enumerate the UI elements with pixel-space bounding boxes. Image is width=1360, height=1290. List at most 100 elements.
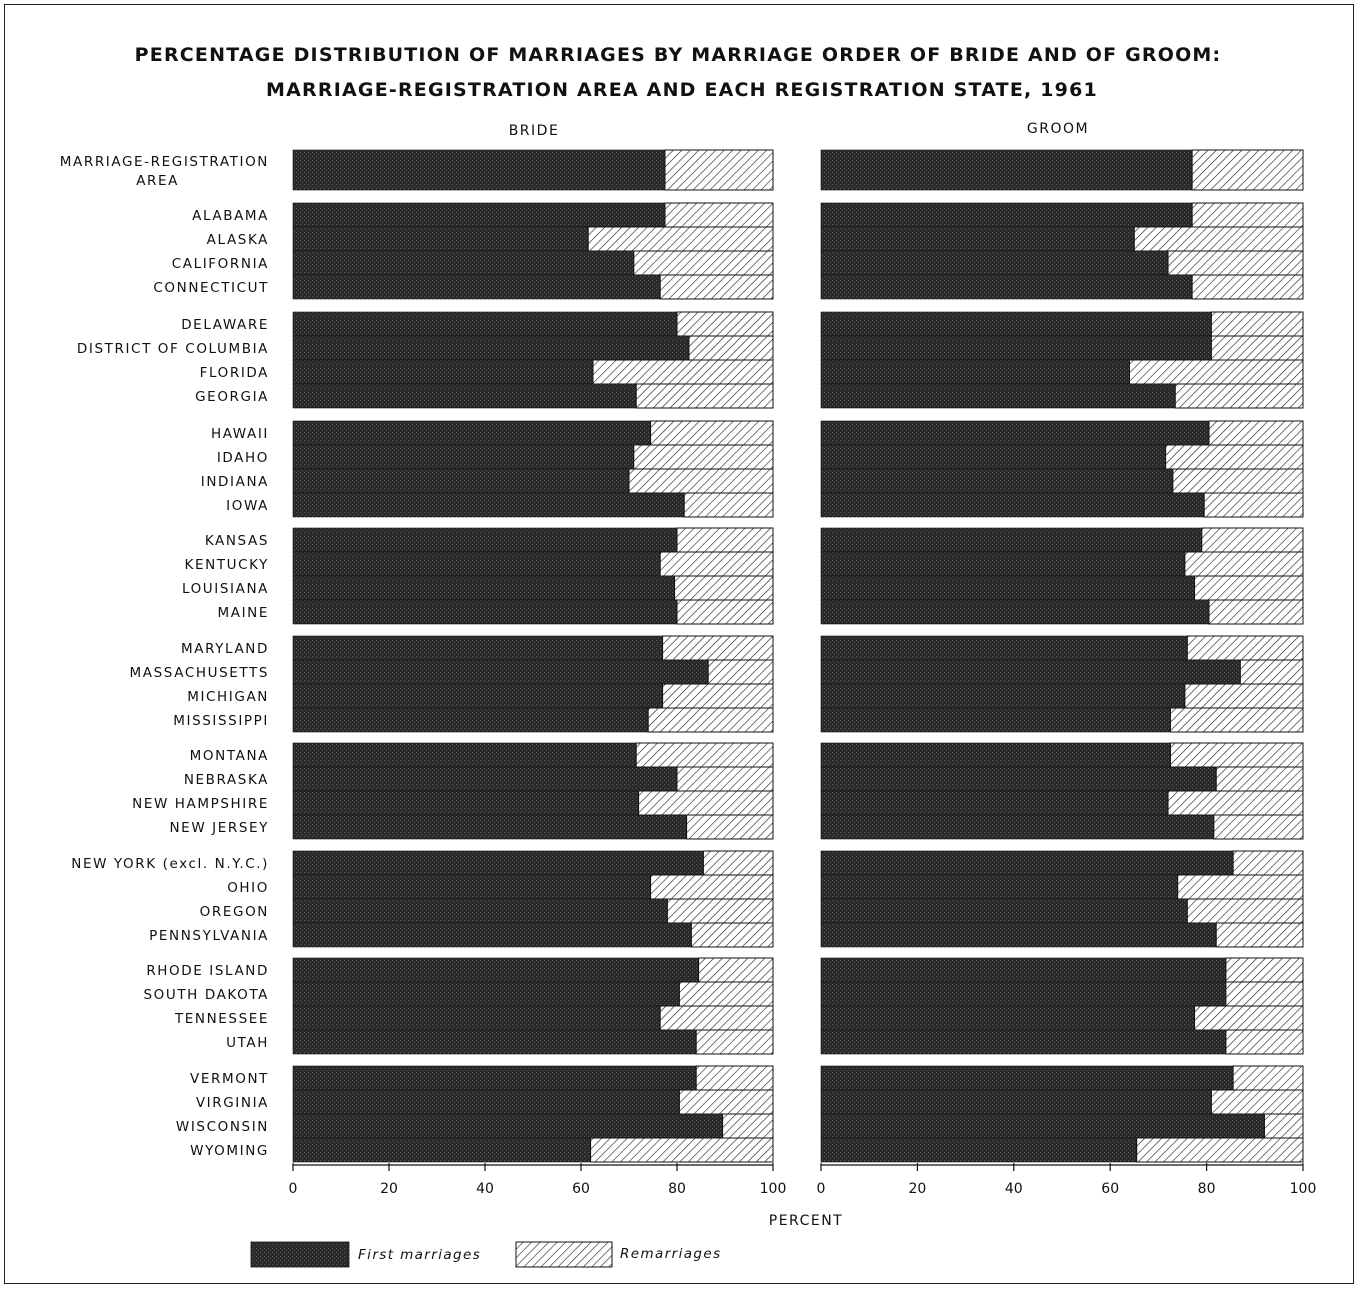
bar-first-marriages-bride <box>292 575 675 601</box>
bar-first-marriages-groom <box>820 311 1212 337</box>
bar-remarriages-groom <box>1172 468 1304 494</box>
category-label: OHIO <box>227 880 269 896</box>
x-tick-label: 60 <box>572 1181 590 1197</box>
x-tick-label: 80 <box>668 1181 686 1197</box>
bar-remarriages-bride <box>664 149 774 191</box>
bar-first-marriages-groom <box>820 1137 1138 1163</box>
bar-remarriages-groom <box>1184 683 1304 709</box>
chart-subtitle: MARRIAGE-REGISTRATION AREA AND EACH REGI… <box>266 79 1098 101</box>
x-tick-label: 60 <box>1101 1181 1119 1197</box>
bar-first-marriages-bride <box>292 957 699 983</box>
category-label: LOUISIANA <box>182 581 269 597</box>
bar-remarriages-bride <box>695 1029 774 1055</box>
bar-remarriages-bride <box>633 250 774 276</box>
bar-first-marriages-bride <box>292 874 651 900</box>
category-label: IOWA <box>226 498 269 514</box>
bar-remarriages-bride <box>590 1137 774 1163</box>
bar-first-marriages-bride <box>292 1137 591 1163</box>
bar-first-marriages-bride <box>292 420 651 446</box>
bar-first-marriages-groom <box>820 1089 1212 1115</box>
bar-first-marriages-groom <box>820 683 1186 709</box>
bar-first-marriages-groom <box>820 226 1135 252</box>
category-label: UTAH <box>226 1035 269 1051</box>
bar-first-marriages-bride <box>292 444 635 470</box>
bar-first-marriages-groom <box>820 527 1203 553</box>
x-tick-label: 0 <box>289 1181 298 1197</box>
bar-remarriages-groom <box>1191 274 1304 300</box>
category-label: WYOMING <box>190 1143 269 1159</box>
bar-first-marriages-bride <box>292 274 661 300</box>
bar-first-marriages-groom <box>820 635 1188 661</box>
bar-first-marriages-bride <box>292 683 663 709</box>
bar-remarriages-groom <box>1210 311 1304 337</box>
bar-first-marriages-bride <box>292 250 635 276</box>
bar-first-marriages-groom <box>820 659 1241 685</box>
bar-first-marriages-bride <box>292 1113 723 1139</box>
bar-first-marriages-bride <box>292 492 685 518</box>
bar-remarriages-groom <box>1213 814 1304 840</box>
bar-remarriages-bride <box>702 850 774 876</box>
category-label: MONTANA <box>190 748 269 764</box>
bar-remarriages-groom <box>1232 850 1304 876</box>
bar-first-marriages-bride <box>292 383 637 409</box>
bar-remarriages-bride <box>635 742 774 768</box>
bar-first-marriages-bride <box>292 898 668 924</box>
bar-remarriages-groom <box>1225 957 1304 983</box>
bar-first-marriages-bride <box>292 1089 680 1115</box>
legend-swatch-first-marriages <box>250 1241 350 1268</box>
bar-remarriages-bride <box>659 551 774 577</box>
bar-remarriages-groom <box>1194 1005 1304 1031</box>
category-label: MAINE <box>218 605 270 621</box>
bar-remarriages-groom <box>1169 707 1304 733</box>
bar-remarriages-bride <box>628 468 774 494</box>
bar-first-marriages-groom <box>820 814 1215 840</box>
bar-first-marriages-groom <box>820 551 1186 577</box>
category-label: MISSISSIPPI <box>173 713 269 729</box>
chart-title: PERCENTAGE DISTRIBUTION OF MARRIAGES BY … <box>135 44 1222 66</box>
bar-first-marriages-groom <box>820 335 1212 361</box>
bar-first-marriages-groom <box>820 981 1227 1007</box>
bar-remarriages-groom <box>1232 1065 1304 1091</box>
bar-first-marriages-groom <box>820 420 1210 446</box>
bar-first-marriages-bride <box>292 202 666 228</box>
category-label: MICHIGAN <box>187 689 269 705</box>
bar-remarriages-bride <box>638 790 774 816</box>
bar-remarriages-bride <box>659 1005 774 1031</box>
category-label: OREGON <box>200 904 269 920</box>
bar-first-marriages-groom <box>820 957 1227 983</box>
bar-remarriages-groom <box>1225 1029 1304 1055</box>
category-label: MARRIAGE-REGISTRATION <box>60 154 269 170</box>
bar-remarriages-bride <box>587 226 774 252</box>
chart-frame <box>4 4 1354 1284</box>
bar-first-marriages-groom <box>820 766 1217 792</box>
bar-remarriages-bride <box>676 311 774 337</box>
bar-remarriages-groom <box>1191 202 1304 228</box>
bar-remarriages-bride <box>647 707 774 733</box>
bar-remarriages-groom <box>1186 898 1304 924</box>
bar-remarriages-bride <box>678 1089 774 1115</box>
bar-remarriages-bride <box>676 599 774 625</box>
bar-first-marriages-bride <box>292 635 663 661</box>
category-label: AREA <box>136 173 179 189</box>
category-label: WISCONSIN <box>176 1119 269 1135</box>
bar-remarriages-bride <box>662 683 774 709</box>
bar-remarriages-groom <box>1174 383 1304 409</box>
bar-first-marriages-groom <box>820 492 1205 518</box>
category-label: GEORGIA <box>195 389 269 405</box>
bar-first-marriages-groom <box>820 1065 1234 1091</box>
category-label: FLORIDA <box>200 365 269 381</box>
bar-remarriages-bride <box>650 874 774 900</box>
bar-first-marriages-bride <box>292 766 678 792</box>
chart-marks: MARRIAGE-REGISTRATION AREA ALABAMA ALASKA CA… <box>60 149 1316 1268</box>
category-label: IDAHO <box>217 450 269 466</box>
category-label: MARYLAND <box>181 641 269 657</box>
bar-remarriages-groom <box>1186 635 1304 661</box>
bar-remarriages-bride <box>722 1113 774 1139</box>
bar-first-marriages-bride <box>292 599 678 625</box>
bar-first-marriages-bride <box>292 707 649 733</box>
category-label: NEBRASKA <box>184 772 269 788</box>
bar-remarriages-groom <box>1165 444 1304 470</box>
category-label: PENNSYLVANIA <box>149 928 269 944</box>
category-label: MASSACHUSETTS <box>130 665 269 681</box>
category-label: DELAWARE <box>181 317 269 333</box>
